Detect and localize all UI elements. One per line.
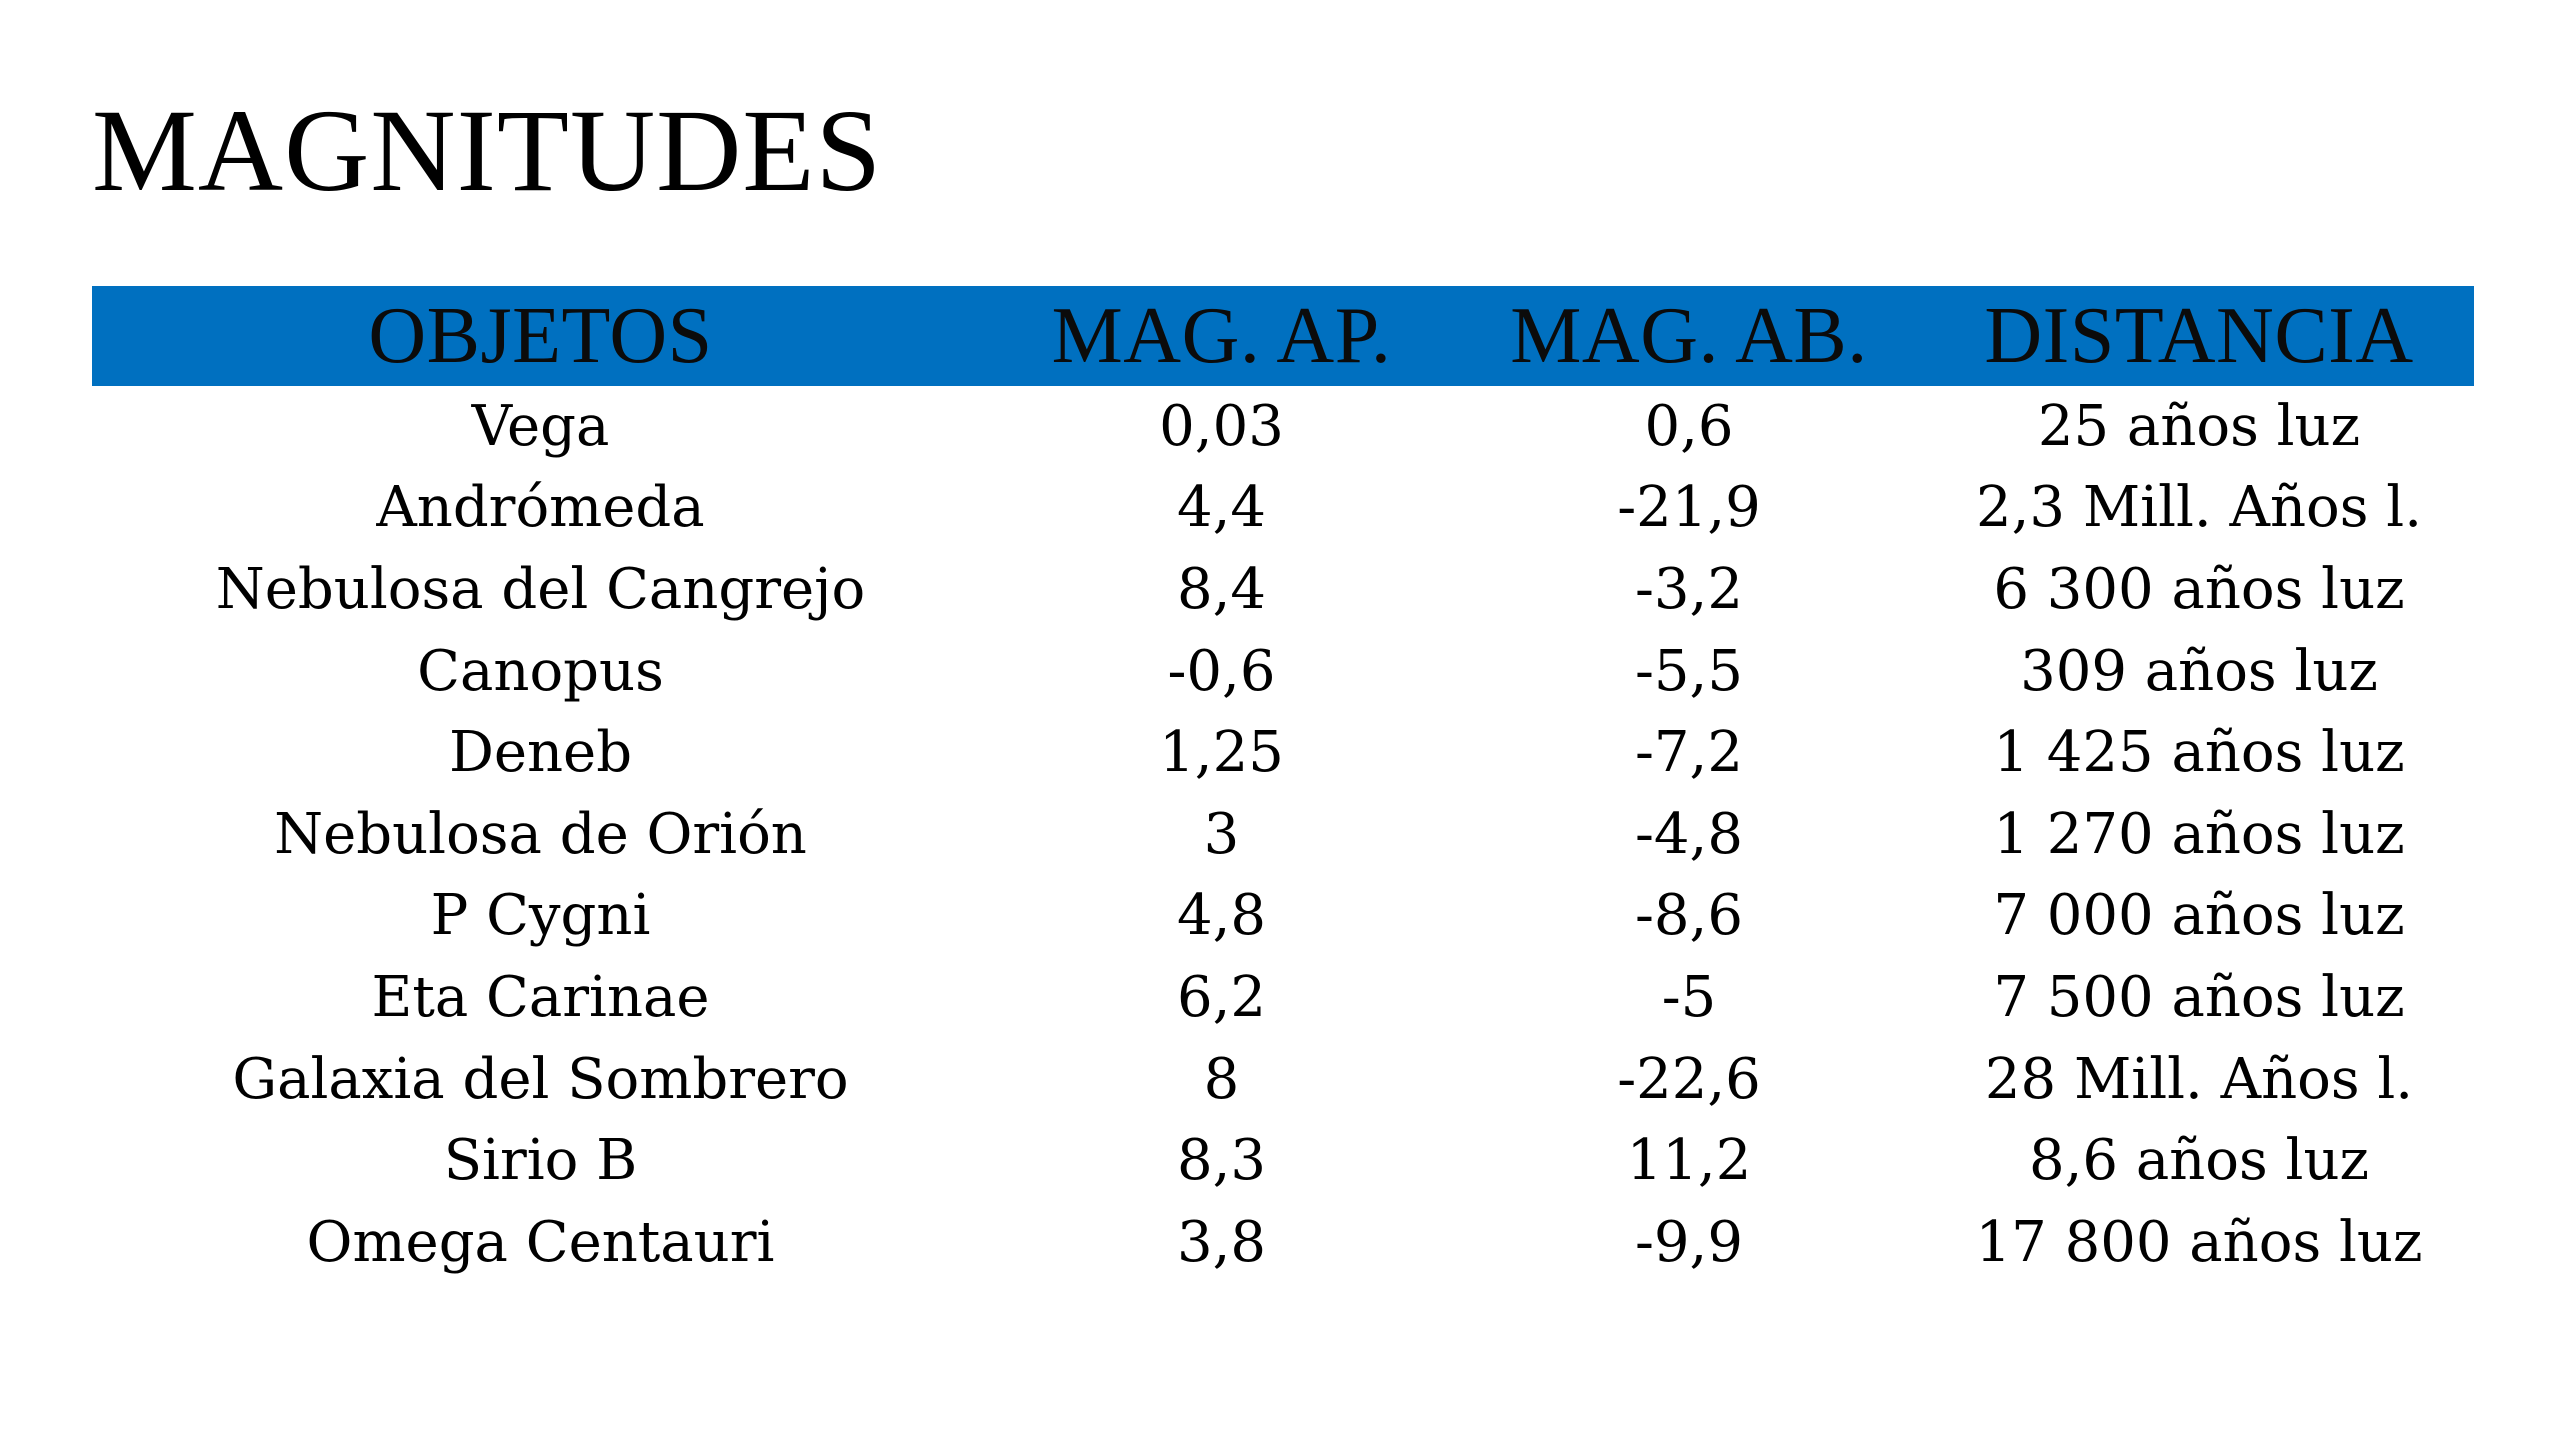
cell-distancia: 28 Mill. Años l. [1984,1046,2414,1112]
cell-mag-ap: -0,6 [1167,638,1276,704]
header-row: OBJETOS MAG. AP. MAG. AB. DISTANCIA [92,286,2474,386]
cell-mag-ap: 3,8 [1176,1209,1267,1275]
table-body: Vega 0,03 0,6 25 años luz Andrómeda 4,4 … [92,386,2474,1284]
cell-mag-ab: 0,6 [1644,393,1734,459]
cell-objeto: Nebulosa de Orión [274,801,807,867]
cell-mag-ap: 4,8 [1176,883,1267,949]
table-row: Nebulosa de Orión 3 -4,8 1 270 años luz [92,794,2474,876]
header-distancia: DISTANCIA [1984,291,2414,380]
cell-mag-ab: -22,6 [1617,1046,1761,1112]
cell-distancia: 6 300 años luz [1993,556,2405,622]
cell-mag-ab: -9,9 [1635,1209,1743,1275]
cell-objeto: Vega [471,393,610,459]
table-row: Eta Carinae 6,2 -5 7 500 años luz [92,957,2474,1039]
cell-objeto: Sirio B [443,1128,638,1194]
magnitudes-table: OBJETOS MAG. AP. MAG. AB. DISTANCIA Vega… [92,286,2474,1284]
cell-objeto: P Cygni [430,883,651,949]
cell-mag-ab: -21,9 [1617,475,1761,541]
cell-distancia: 1 425 años luz [1993,720,2405,786]
cell-objeto: Canopus [417,638,664,704]
cell-objeto: Galaxia del Sombrero [232,1046,849,1112]
cell-mag-ap: 8 [1203,1046,1240,1112]
cell-objeto: Omega Centauri [306,1209,775,1275]
table-row: Vega 0,03 0,6 25 años luz [92,386,2474,468]
cell-distancia: 309 años luz [2020,638,2378,704]
table-row: Andrómeda 4,4 -21,9 2,3 Mill. Años l. [92,468,2474,550]
cell-distancia: 7 500 años luz [1993,964,2405,1030]
cell-distancia: 7 000 años luz [1993,883,2405,949]
cell-mag-ab: -7,2 [1635,720,1743,786]
cell-objeto: Deneb [448,720,633,786]
table-row: Omega Centauri 3,8 -9,9 17 800 años luz [92,1202,2474,1284]
cell-objeto: Nebulosa del Cangrejo [215,556,866,622]
table-row: P Cygni 4,8 -8,6 7 000 años luz [92,876,2474,958]
cell-mag-ap: 8,3 [1176,1128,1267,1194]
cell-mag-ab: 11,2 [1626,1128,1752,1194]
cell-mag-ab: -8,6 [1635,883,1743,949]
cell-objeto: Andrómeda [376,475,705,541]
page-title: MAGNITUDES [92,85,883,216]
cell-mag-ap: 1,25 [1159,720,1284,786]
table-header: OBJETOS MAG. AP. MAG. AB. DISTANCIA [92,286,2474,386]
cell-distancia: 8,6 años luz [2028,1128,2370,1194]
header-mag-ap: MAG. AP. [1051,291,1392,380]
cell-mag-ap: 8,4 [1176,556,1267,622]
cell-mag-ab: -5,5 [1635,638,1743,704]
cell-mag-ap: 4,4 [1176,475,1267,541]
table-row: Deneb 1,25 -7,2 1 425 años luz [92,712,2474,794]
cell-distancia: 25 años luz [2037,393,2361,459]
header-mag-ab: MAG. AB. [1510,291,1868,380]
cell-mag-ap: 3 [1203,801,1240,867]
cell-mag-ab: -3,2 [1635,556,1743,622]
table-row: Canopus -0,6 -5,5 309 años luz [92,631,2474,713]
table-row: Sirio B 8,3 11,2 8,6 años luz [92,1120,2474,1202]
cell-mag-ab: -4,8 [1635,801,1743,867]
header-objetos: OBJETOS [368,291,713,380]
cell-mag-ap: 0,03 [1159,393,1284,459]
cell-distancia: 2,3 Mill. Años l. [1975,475,2422,541]
cell-objeto: Eta Carinae [371,964,710,1030]
cell-distancia: 17 800 años luz [1975,1209,2423,1275]
cell-mag-ab: -5 [1661,964,1717,1030]
cell-mag-ap: 6,2 [1176,964,1267,1030]
table-row: Galaxia del Sombrero 8 -22,6 28 Mill. Añ… [92,1039,2474,1121]
cell-distancia: 1 270 años luz [1993,801,2405,867]
table-row: Nebulosa del Cangrejo 8,4 -3,2 6 300 año… [92,549,2474,631]
